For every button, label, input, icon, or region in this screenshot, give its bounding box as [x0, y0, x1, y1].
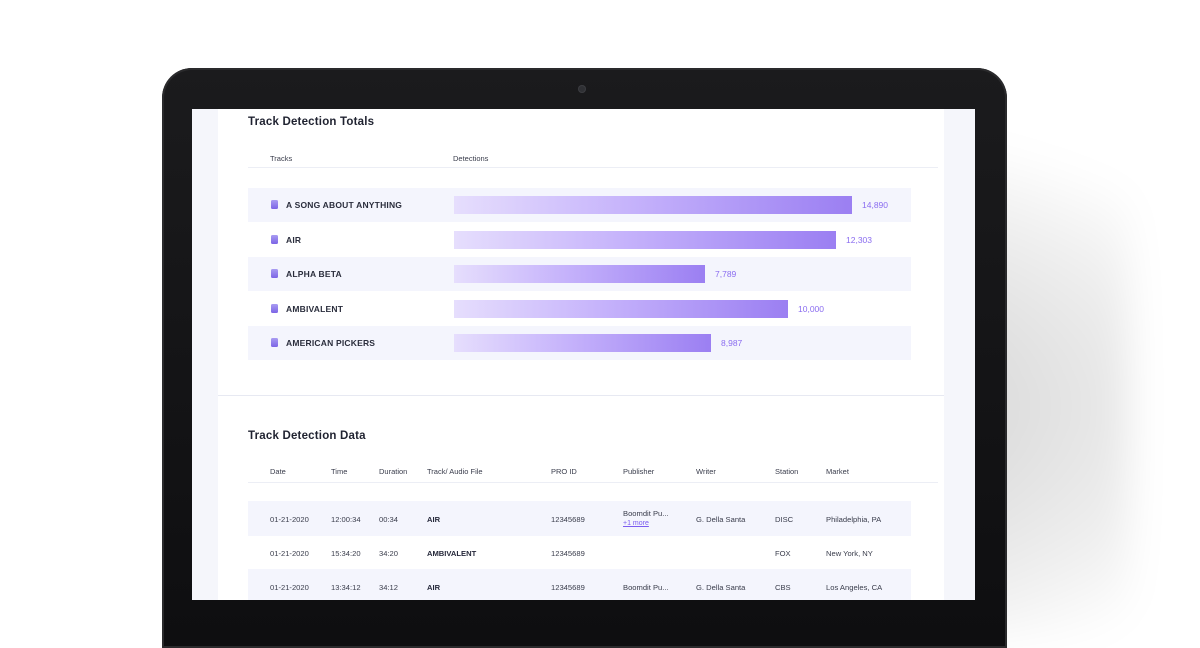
- detection-bar: [454, 334, 711, 352]
- col-head-tracks: Tracks: [270, 154, 293, 163]
- market-cell: Philadelphia, PA: [826, 515, 882, 524]
- detection-bar: [454, 230, 836, 249]
- duration-cell: 34:20: [379, 549, 399, 558]
- date-cell: 01-21-2020: [270, 515, 309, 524]
- pro-id-cell: 12345689: [551, 515, 585, 524]
- duration-cell: 34:12: [379, 583, 399, 592]
- detection-count: 7,789: [715, 269, 737, 279]
- data-title: Track Detection Data: [248, 430, 366, 442]
- track-file-icon: [271, 200, 278, 209]
- content-panel: Track Detection Totals Tracks Detections…: [218, 109, 944, 600]
- track-cell: AMBIVALENT: [427, 549, 477, 558]
- column-header[interactable]: Date: [270, 467, 286, 476]
- track-name[interactable]: A SONG ABOUT ANYTHING: [286, 200, 403, 210]
- market-cell: New York, NY: [826, 549, 873, 558]
- track-name[interactable]: AIR: [286, 234, 302, 245]
- date-cell: 01-21-2020: [270, 583, 309, 592]
- market-cell: Los Angeles, CA: [826, 583, 883, 592]
- date-cell: 01-21-2020: [270, 549, 309, 558]
- publisher-cell: Boomdit Pu...: [623, 583, 669, 592]
- time-cell: 15:34:20: [331, 549, 361, 558]
- column-header[interactable]: Time: [331, 467, 348, 476]
- table-row-bg: [248, 569, 911, 600]
- col-head-detections: Detections: [453, 154, 489, 163]
- section-divider: [218, 395, 944, 396]
- detection-bar: [454, 265, 705, 283]
- table-row-bg: [248, 501, 911, 536]
- station-cell: CBS: [775, 583, 791, 592]
- publisher-cell: Boomdit Pu...: [623, 509, 669, 518]
- pro-id-cell: 12345689: [551, 583, 585, 592]
- column-header[interactable]: Duration: [379, 467, 408, 476]
- time-cell: 13:34:12: [331, 583, 361, 592]
- detection-count: 8,987: [721, 338, 743, 348]
- track-file-icon: [271, 338, 278, 347]
- detection-count: 10,000: [798, 303, 824, 314]
- track-name[interactable]: AMERICAN PICKERS: [286, 338, 376, 348]
- publisher-more-link[interactable]: +1 more: [623, 520, 649, 527]
- column-header[interactable]: Publisher: [623, 467, 655, 476]
- camera-icon: [578, 85, 586, 93]
- time-cell: 12:00:34: [331, 515, 361, 524]
- detection-bar: [454, 196, 852, 214]
- track-file-icon: [271, 303, 278, 313]
- writer-cell: G. Della Santa: [696, 515, 746, 524]
- writer-cell: G. Della Santa: [696, 583, 746, 592]
- track-file-icon: [271, 269, 278, 278]
- app-screen: Track Detection Totals Tracks Detections…: [192, 109, 975, 600]
- column-header[interactable]: Track/ Audio File: [427, 467, 483, 476]
- track-file-icon: [271, 234, 278, 244]
- detection-bar: [454, 299, 788, 318]
- duration-cell: 00:34: [379, 515, 399, 524]
- track-name[interactable]: ALPHA BETA: [286, 269, 342, 279]
- column-header[interactable]: Market: [826, 467, 849, 476]
- totals-header-divider: [248, 167, 938, 168]
- detection-count: 12,303: [846, 234, 872, 245]
- detection-count: 14,890: [862, 200, 888, 210]
- station-cell: FOX: [775, 549, 791, 558]
- track-name[interactable]: AMBIVALENT: [286, 303, 344, 314]
- column-header[interactable]: Station: [775, 467, 799, 476]
- pro-id-cell: 12345689: [551, 549, 585, 558]
- totals-title: Track Detection Totals: [248, 116, 375, 128]
- column-header[interactable]: PRO ID: [551, 467, 577, 476]
- track-cell: AIR: [427, 583, 441, 592]
- station-cell: DISC: [775, 515, 794, 524]
- column-header[interactable]: Writer: [696, 467, 716, 476]
- data-header-divider: [248, 482, 938, 483]
- track-cell: AIR: [427, 515, 441, 524]
